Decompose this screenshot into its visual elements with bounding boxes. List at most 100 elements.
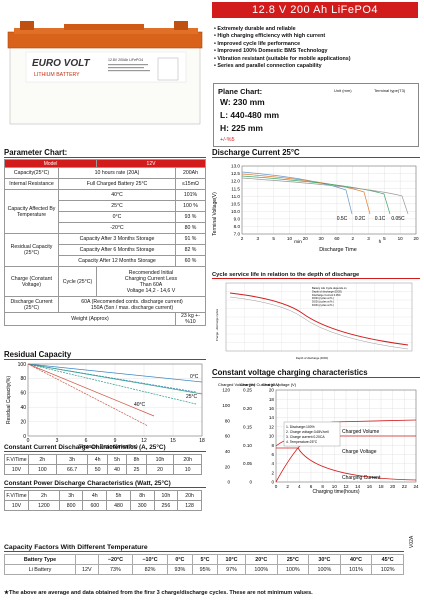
dc-unit-h: h — [379, 239, 382, 245]
cv-current-curve — [276, 447, 417, 481]
param-label: Discharge Current (25°C) — [4, 296, 59, 314]
dc-ytick: 11.0 — [231, 194, 240, 199]
table-cell: 12V — [75, 564, 99, 576]
dc-xtick: 30 — [319, 236, 325, 241]
table-header-cell: 5h — [106, 454, 128, 466]
feature-item: Vibration resistant (suitable for mobile… — [214, 56, 420, 63]
cl-xlabel: Depth of discharge (DOD) — [296, 356, 328, 360]
dc-ytick: 10.5 — [231, 202, 240, 207]
table-header-cell: 2h — [28, 454, 57, 466]
table-cell: 97% — [217, 564, 246, 576]
table-cell: 10 — [173, 464, 202, 476]
table-header-cell: 2h — [28, 490, 60, 502]
dc-xtick: 2 — [241, 236, 244, 241]
power-table: F.V/Time 2h 3h 4h 5h 8h 10h 20h 10V 1200 800 600 48… — [4, 490, 202, 512]
cv-note: 3. Charge current:0.20CA — [286, 435, 325, 439]
divider — [212, 278, 420, 280]
residual-capacity-section: Residual Capacity 100 80 60 40 20 0 0 3 6 9 12 15 1… — [4, 350, 206, 455]
feature-item: Extremely durable and reliable — [214, 26, 420, 33]
table-header-cell: 8h — [129, 490, 155, 502]
cv-lbl-volume: Charged Volume — [342, 429, 379, 435]
dc-xtick: 3 — [257, 236, 260, 241]
table-cell: 100% — [276, 564, 310, 576]
table-cell: 800 — [58, 500, 84, 512]
feature-list: Extremely durable and reliable High char… — [214, 26, 420, 70]
rc-xtick: 12 — [141, 438, 147, 444]
table-cell: 73% — [97, 564, 134, 576]
battery-image: EURO VOLT LITHIUM BATTERY 12.8V 200Ah Li… — [4, 4, 204, 140]
param-header-model: Model — [4, 159, 97, 169]
rc-ytick: 100 — [18, 362, 27, 368]
divider — [212, 157, 420, 159]
cv-note: 1. Discharge:100% — [286, 425, 315, 429]
param-value: 60A (Recomended conts. discharge current… — [58, 296, 206, 314]
cv-right-tick: 6 — [271, 452, 274, 457]
table-header-cell: −10°C — [132, 554, 168, 566]
param-label: Capacity Affected By Temperature — [4, 189, 59, 235]
cv-charging-chart: Charged Volume (%)Charged Current (CA)Ch… — [218, 382, 419, 495]
dc-xtick: 10 — [398, 236, 404, 241]
cv-left-tick: 60 — [225, 434, 231, 439]
table-cell: 95% — [191, 564, 219, 576]
dc-curve — [241, 177, 409, 215]
dc-xtick: 5 — [272, 236, 275, 241]
plane-chart-unit: Unit (mm) — [334, 88, 352, 93]
power-table-title: Constant Power Discharge Characteristics… — [4, 480, 171, 487]
cv-xtick: 22 — [402, 484, 408, 489]
cv-mid-tick: 0.10 — [243, 443, 252, 448]
table-cell: 50 — [87, 464, 108, 476]
param-value: 82 % — [175, 244, 206, 257]
param-label: Weight (Approx) — [4, 312, 176, 327]
document-code: V02A — [409, 535, 415, 548]
cv-xtick: 10 — [332, 484, 338, 489]
dc-curve — [241, 175, 391, 215]
table-header-cell: 20h — [177, 490, 202, 502]
cv-column-head: Charge Voltage (V) — [262, 382, 297, 387]
param-value: 23 kg +- %10 — [175, 312, 206, 327]
dc-ytick: 10.0 — [231, 209, 240, 214]
rc-ytick: 0 — [23, 434, 26, 440]
cv-mid-tick: 0 — [249, 480, 252, 485]
dc-curve-label: 0.5C — [337, 216, 348, 222]
footnote: ★The above are average and data obtained… — [4, 590, 313, 596]
param-cond: Full Charged Battery 25°C — [58, 178, 176, 191]
dc-curve-label: 0.05C — [391, 216, 405, 222]
plane-chart: Plane Chart: Unit (mm) Terminal type(T3)… — [213, 83, 419, 147]
dc-xtick: 10 — [287, 236, 293, 241]
param-value: 100 % — [175, 200, 206, 213]
param-cond: Capacity After 12 Months Storage — [58, 255, 176, 268]
param-cond: -20°C — [58, 222, 176, 235]
cycle-life-title: Cycle service life in relation to the de… — [212, 272, 360, 278]
dc-unit-min: min — [294, 239, 302, 245]
table-header-cell: 10h — [153, 490, 179, 502]
dc-ytick: 11.5 — [231, 186, 240, 191]
cv-right-tick: 4 — [271, 461, 274, 466]
dc-curve-label: 0.2C — [355, 216, 366, 222]
rc-xtick: 0 — [27, 438, 30, 444]
cycle-life-curve — [229, 296, 409, 350]
dc-curve — [241, 173, 371, 215]
dimension-tolerance: +/-%5 — [220, 137, 235, 143]
cv-right-tick: 18 — [269, 397, 275, 402]
table-header-cell: F.V/Time — [4, 490, 29, 502]
cl-legend-text: DOD (cycles at % ) — [312, 296, 334, 300]
rc-ytick: 40 — [20, 405, 26, 411]
rc-ylabel: Residual Capacity(%) — [6, 376, 12, 424]
cv-mid-tick: 0.20 — [243, 406, 252, 411]
feature-item: Series and parallel connection capabilit… — [214, 63, 420, 70]
param-label: Capacity(25°C) — [4, 167, 59, 180]
table-cell: 100% — [308, 564, 341, 576]
rc-frame — [27, 363, 203, 437]
cv-xlabel: Charging time(hours) — [313, 489, 360, 495]
feature-item: Improved cycle life performance — [214, 41, 420, 48]
cv-right-tick: 2 — [271, 471, 274, 476]
table-cell: 256 — [153, 500, 179, 512]
table-cell: Li Battery — [3, 564, 77, 576]
param-cond: 10 hours rate (20A) — [58, 167, 176, 180]
table-cell: 25 — [126, 464, 147, 476]
power-table-section: Constant Power Discharge Characteristics… — [4, 480, 206, 512]
residual-capacity-title: Residual Capacity — [4, 350, 72, 359]
rc-curve — [27, 363, 149, 427]
cv-xtick: 24 — [413, 484, 419, 489]
